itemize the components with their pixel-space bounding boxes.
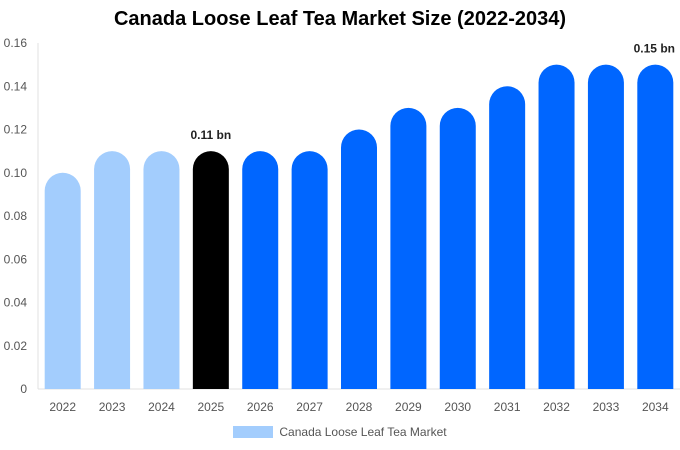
bar-2030	[439, 107, 476, 390]
bar-2031	[489, 86, 526, 389]
y-tick-label: 0.14	[4, 79, 28, 93]
x-tick-label: 2022	[49, 400, 76, 414]
x-tick-label: 2027	[296, 400, 323, 414]
x-tick-label: 2031	[494, 400, 521, 414]
bar-2034	[637, 64, 674, 389]
bar-2032	[538, 64, 575, 389]
y-tick-label: 0.12	[4, 123, 28, 137]
x-tick-label: 2032	[543, 400, 570, 414]
x-tick-label: 2024	[148, 400, 175, 414]
bar-2033	[587, 64, 624, 389]
bar-2029	[390, 107, 427, 390]
bar-2025	[192, 151, 229, 389]
legend-swatch	[233, 426, 274, 438]
legend[interactable]: Canada Loose Leaf Tea Market	[0, 425, 680, 439]
y-tick-label: 0.04	[4, 296, 28, 310]
y-tick-label: 0.06	[4, 252, 28, 266]
bar-2026	[242, 151, 279, 389]
y-tick-label: 0.10	[4, 166, 28, 180]
x-tick-label: 2028	[346, 400, 373, 414]
bar-2028	[341, 129, 377, 389]
x-tick-label: 2034	[642, 400, 669, 414]
x-tick-label: 2025	[197, 400, 224, 414]
x-tick-label: 2023	[99, 400, 126, 414]
chart-title: Canada Loose Leaf Tea Market Size (2022-…	[113, 8, 567, 30]
legend-label: Canada Loose Leaf Tea Market	[279, 425, 447, 439]
x-tick-label: 2030	[444, 400, 471, 414]
y-tick-label: 0	[20, 382, 27, 396]
x-tick-label: 2029	[395, 400, 422, 414]
bar-2022	[44, 172, 81, 389]
x-tick-label: 2026	[247, 400, 274, 414]
y-tick-label: 0.02	[4, 339, 28, 353]
y-tick-label: 0.08	[4, 209, 28, 223]
bar-2023	[94, 151, 131, 389]
y-tick-label: 0.16	[4, 36, 28, 50]
bar-2024	[143, 151, 180, 389]
data-label: 0.11 bn	[191, 128, 232, 142]
x-tick-label: 2033	[593, 400, 620, 414]
data-label: 0.15 bn	[634, 42, 675, 56]
bar-2027	[291, 151, 328, 389]
